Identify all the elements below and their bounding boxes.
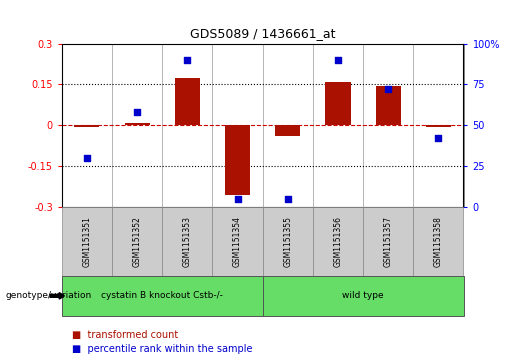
Bar xyxy=(363,207,413,276)
Text: GSM1151356: GSM1151356 xyxy=(334,216,342,267)
Bar xyxy=(62,207,112,276)
Text: ■  percentile rank within the sample: ■ percentile rank within the sample xyxy=(72,344,252,354)
Point xyxy=(434,135,442,141)
Bar xyxy=(212,207,263,276)
Text: GSM1151358: GSM1151358 xyxy=(434,216,443,267)
Point xyxy=(183,57,192,63)
Text: GSM1151351: GSM1151351 xyxy=(82,216,91,267)
Point xyxy=(284,196,292,201)
Text: GSM1151354: GSM1151354 xyxy=(233,216,242,267)
Text: ■  transformed count: ■ transformed count xyxy=(72,330,178,340)
Bar xyxy=(162,207,212,276)
Bar xyxy=(263,207,313,276)
Bar xyxy=(413,207,464,276)
Bar xyxy=(426,125,451,127)
Title: GDS5089 / 1436661_at: GDS5089 / 1436661_at xyxy=(190,26,335,40)
Text: GSM1151355: GSM1151355 xyxy=(283,216,292,267)
Point xyxy=(83,155,91,161)
Point xyxy=(233,196,242,201)
Bar xyxy=(313,207,363,276)
Bar xyxy=(375,86,401,125)
Text: wild type: wild type xyxy=(342,291,384,300)
Text: cystatin B knockout Cstb-/-: cystatin B knockout Cstb-/- xyxy=(101,291,223,300)
Point xyxy=(384,86,392,92)
Bar xyxy=(62,276,263,316)
Bar xyxy=(74,125,99,127)
Bar xyxy=(125,122,150,125)
Bar xyxy=(175,78,200,125)
Bar xyxy=(225,125,250,195)
Text: genotype/variation: genotype/variation xyxy=(5,291,91,300)
Bar xyxy=(112,207,162,276)
Point xyxy=(334,57,342,63)
Text: GSM1151357: GSM1151357 xyxy=(384,216,392,267)
Text: GSM1151352: GSM1151352 xyxy=(133,216,142,267)
Text: GSM1151353: GSM1151353 xyxy=(183,216,192,267)
Point xyxy=(133,109,141,115)
Bar xyxy=(275,125,300,136)
Bar xyxy=(325,82,351,125)
Bar xyxy=(263,276,464,316)
